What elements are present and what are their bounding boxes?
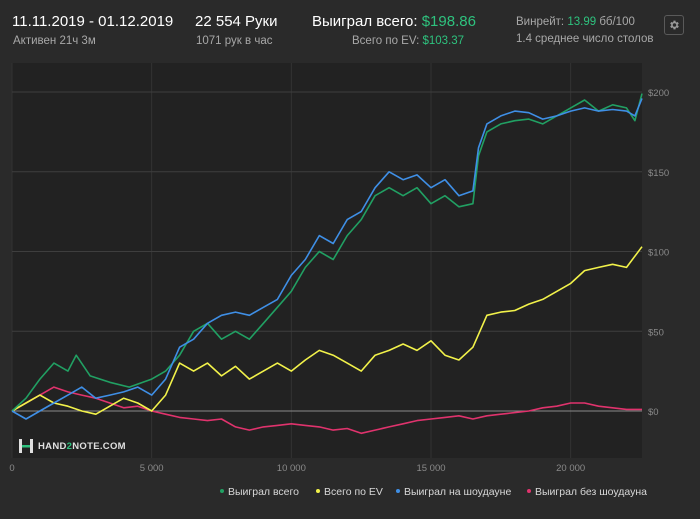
avg-tables: 1.4 среднее число столов	[516, 33, 654, 45]
profit-chart: $0 $50 $100 $150 $200 0 5 000 10 000 15 000 20 00…	[0, 60, 700, 514]
winrate-label: Винрейт:	[516, 16, 565, 28]
won-total: Выиграл всего: $198.86	[312, 13, 476, 30]
ev-total-label: Всего по EV:	[352, 35, 420, 47]
hand2note-logo-icon	[19, 439, 33, 453]
series-line-3	[11, 98, 643, 420]
legend-label: Выиграл без шоудауна	[535, 486, 647, 498]
winrate-value: 13.99	[567, 16, 597, 28]
legend-marker-won-no-showdown	[527, 489, 531, 494]
x-tick-label: 15 000	[416, 463, 445, 474]
legend-item-ev-total[interactable]: Всего по EV	[316, 486, 383, 498]
legend-marker-won-showdown	[396, 489, 400, 494]
legend-marker-ev-total	[316, 489, 320, 494]
legend-label: Всего по EV	[324, 486, 383, 498]
x-tick-label: 20 000	[556, 463, 585, 474]
plot-area	[12, 63, 642, 458]
hand2note-logo-text: HAND2NOTE.COM	[38, 440, 126, 452]
chart-svg: $0 $50 $100 $150 $200 0 5 000 10 000 15 000 20 00…	[9, 63, 669, 474]
won-total-value: $198.86	[421, 13, 476, 30]
hand2note-logo: HAND2NOTE.COM	[18, 437, 126, 455]
settings-button[interactable]	[664, 15, 684, 35]
winrate-unit: бб/100	[599, 16, 635, 28]
ev-total: Всего по EV: $103.37	[352, 35, 464, 47]
x-tick-label: 5 000	[140, 463, 164, 474]
hands-per-hour: 1071 рук в час	[196, 35, 273, 47]
y-tick-label: $100	[648, 248, 669, 259]
x-tick-label: 0	[9, 463, 14, 474]
active-time: Активен 21ч 3м	[13, 35, 96, 47]
y-tick-label: $0	[648, 407, 659, 418]
y-tick-label: $50	[648, 327, 664, 338]
chart-legend: Выиграл всего Всего по EV Выиграл на шоу…	[0, 486, 700, 502]
series-line-2	[11, 246, 643, 415]
legend-label: Выиграл всего	[228, 486, 299, 498]
hands-count: 22 554 Руки	[195, 13, 278, 30]
y-tick-label: $200	[648, 88, 669, 99]
won-total-label: Выиграл всего:	[312, 13, 418, 30]
ev-total-value: $103.37	[422, 35, 465, 47]
series-line-4	[11, 386, 642, 435]
gear-icon	[670, 20, 679, 30]
legend-label: Выиграл на шоудауне	[404, 486, 512, 498]
legend-item-won-no-showdown[interactable]: Выиграл без шоудауна	[527, 486, 647, 498]
legend-item-won-showdown[interactable]: Выиграл на шоудауне	[396, 486, 511, 498]
series-line-1	[11, 93, 643, 412]
x-tick-label: 10 000	[277, 463, 306, 474]
legend-marker-won-total	[220, 489, 224, 494]
y-tick-label: $150	[648, 168, 669, 179]
winrate: Винрейт: 13.99 бб/100	[516, 16, 635, 28]
date-range: 11.11.2019 - 01.12.2019	[12, 13, 174, 30]
legend-item-won-total[interactable]: Выиграл всего	[220, 486, 299, 498]
stats-header: 11.11.2019 - 01.12.2019 Активен 21ч 3м 2…	[0, 0, 700, 56]
